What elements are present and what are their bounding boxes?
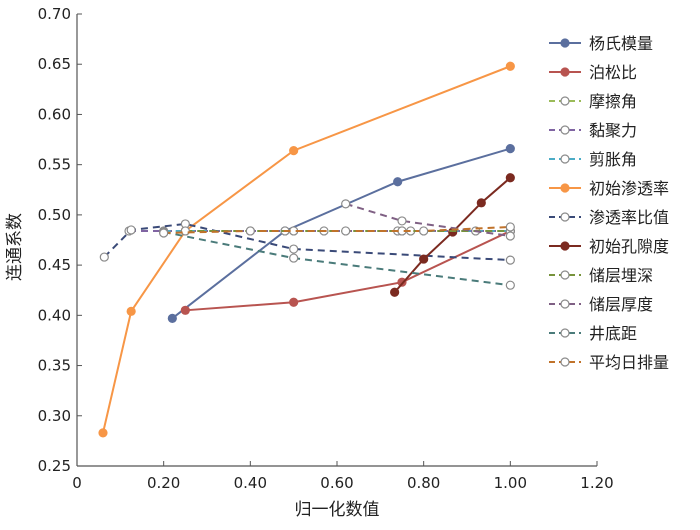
legend-label: 储层厚度 bbox=[589, 295, 653, 314]
legend-entry: 泊松比 bbox=[549, 63, 637, 82]
legend-swatch-marker bbox=[560, 212, 570, 222]
legend-entry: 黏聚力 bbox=[549, 121, 637, 140]
legend-entry: 初始渗透率 bbox=[549, 179, 669, 198]
data-point bbox=[341, 226, 351, 236]
legend-entry: 剪胀角 bbox=[549, 150, 637, 169]
data-point bbox=[289, 146, 299, 156]
legend-swatch-marker bbox=[560, 328, 570, 338]
legend-label: 储层埋深 bbox=[589, 266, 653, 285]
legend-swatch-marker bbox=[560, 96, 570, 106]
y-tick-label: 0.50 bbox=[38, 206, 71, 224]
legend-swatch-marker bbox=[560, 357, 570, 367]
legend-label: 初始渗透率 bbox=[589, 179, 669, 198]
data-point bbox=[505, 61, 515, 71]
legend-entry: 储层埋深 bbox=[549, 266, 653, 285]
y-tick-label: 0.70 bbox=[38, 5, 71, 23]
series-12 bbox=[159, 222, 515, 238]
x-tick-label: 0.60 bbox=[320, 474, 353, 492]
data-point bbox=[419, 254, 429, 264]
data-point bbox=[99, 252, 109, 262]
y-tick-label: 0.40 bbox=[38, 306, 71, 324]
legend-swatch-marker bbox=[560, 299, 570, 309]
legend-label: 剪胀角 bbox=[589, 150, 637, 169]
legend-entry: 平均日排量 bbox=[549, 353, 669, 372]
data-point bbox=[126, 306, 136, 316]
y-tick-label: 0.45 bbox=[38, 256, 71, 274]
data-point bbox=[505, 222, 515, 232]
y-tick-label: 0.30 bbox=[38, 407, 71, 425]
legend-entry: 摩擦角 bbox=[549, 92, 637, 111]
y-tick-label: 0.55 bbox=[38, 156, 71, 174]
y-tick-label: 0.25 bbox=[38, 457, 71, 475]
data-point bbox=[505, 231, 515, 241]
data-point bbox=[419, 226, 429, 236]
legend-swatch-marker bbox=[560, 183, 570, 193]
series-10 bbox=[341, 199, 515, 241]
data-point bbox=[159, 228, 169, 238]
x-tick-label: 0 bbox=[72, 474, 82, 492]
data-point bbox=[390, 287, 400, 297]
legend-label: 渗透率比值 bbox=[589, 208, 669, 227]
legend-entry: 初始孔隙度 bbox=[549, 237, 669, 256]
data-point bbox=[397, 216, 407, 226]
legend-swatch-marker bbox=[560, 270, 570, 280]
legend-label: 井底距 bbox=[589, 324, 637, 343]
legend-swatch-marker bbox=[560, 154, 570, 164]
data-point bbox=[289, 244, 299, 254]
x-tick-label: 0.80 bbox=[407, 474, 440, 492]
x-tick-label: 0.40 bbox=[234, 474, 267, 492]
x-tick-label: 0.20 bbox=[147, 474, 180, 492]
x-tick-label: 1.20 bbox=[580, 474, 613, 492]
series-line bbox=[171, 147, 511, 320]
data-point bbox=[98, 428, 108, 438]
data-point bbox=[476, 198, 486, 208]
x-tick-label: 1.00 bbox=[494, 474, 527, 492]
data-point bbox=[505, 255, 515, 265]
legend-label: 泊松比 bbox=[589, 63, 637, 82]
legend-entry: 渗透率比值 bbox=[549, 208, 669, 227]
data-point bbox=[393, 177, 403, 187]
legend-swatch-marker bbox=[560, 241, 570, 251]
y-tick-label: 0.65 bbox=[38, 55, 71, 73]
legend-entry: 杨氏模量 bbox=[549, 34, 653, 53]
y-tick-label: 0.60 bbox=[38, 105, 71, 123]
data-point bbox=[245, 226, 255, 236]
legend-label: 平均日排量 bbox=[589, 353, 669, 372]
data-point bbox=[289, 253, 299, 263]
data-point bbox=[341, 199, 351, 209]
series-7 bbox=[99, 219, 515, 265]
legend-swatch-marker bbox=[560, 125, 570, 135]
x-axis-title: 归一化数值 bbox=[295, 500, 380, 520]
data-point bbox=[505, 143, 515, 154]
legend-entry: 井底距 bbox=[549, 324, 637, 343]
legend-label: 杨氏模量 bbox=[589, 34, 653, 53]
y-tick-label: 0.35 bbox=[38, 357, 71, 375]
data-point bbox=[167, 313, 177, 323]
data-point bbox=[289, 297, 299, 307]
data-point bbox=[126, 225, 136, 235]
y-axis-title: 连通系数 bbox=[5, 213, 25, 281]
data-point bbox=[505, 173, 515, 183]
legend-label: 黏聚力 bbox=[589, 121, 637, 140]
legend-swatch-marker bbox=[560, 67, 570, 77]
data-point bbox=[505, 280, 515, 290]
data-point bbox=[180, 226, 190, 236]
legend-label: 摩擦角 bbox=[589, 92, 637, 111]
data-point bbox=[180, 305, 190, 315]
legend-label: 初始孔隙度 bbox=[589, 237, 669, 256]
legend-entry: 储层厚度 bbox=[549, 295, 653, 314]
legend-swatch-marker bbox=[560, 38, 570, 48]
series-line bbox=[103, 222, 511, 262]
